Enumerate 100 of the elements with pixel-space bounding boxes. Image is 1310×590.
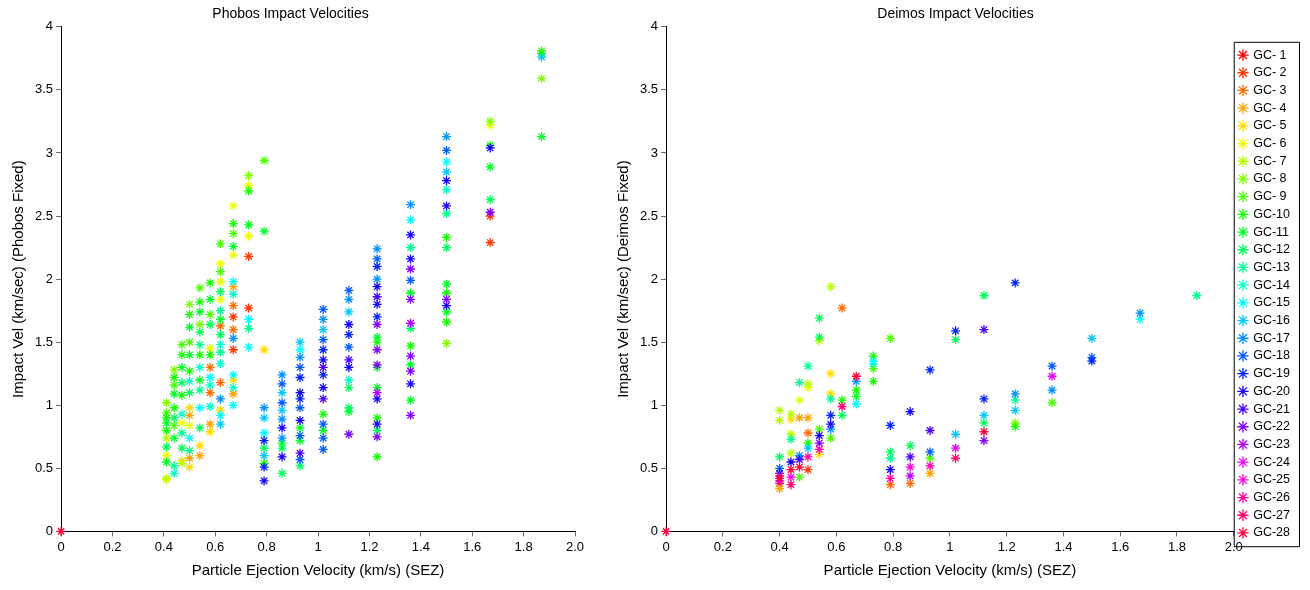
x-tick-label: 0.4: [154, 538, 173, 554]
point: [318, 362, 329, 373]
point: [1046, 371, 1058, 382]
point: [194, 306, 205, 318]
point: [276, 451, 288, 463]
legend-label: GC-23: [1253, 436, 1291, 451]
point: [441, 232, 452, 243]
legend-label: GC-22: [1253, 419, 1291, 434]
point: [836, 302, 848, 314]
point: [825, 368, 836, 379]
point: [794, 454, 805, 465]
point: [851, 391, 862, 402]
point: [794, 377, 805, 388]
point: [228, 289, 239, 300]
y-tick-label: 3: [650, 144, 659, 160]
point: [441, 175, 452, 186]
point: [978, 426, 990, 437]
point: [276, 422, 288, 434]
point: [950, 429, 961, 440]
point: [228, 311, 239, 323]
point: [294, 344, 306, 355]
point: [184, 420, 195, 431]
x-tick-label: 0.8: [884, 538, 903, 554]
point: [343, 362, 355, 373]
legend-label: GC-24: [1253, 454, 1291, 469]
point: [441, 200, 452, 212]
point: [536, 73, 547, 84]
point: [405, 229, 416, 241]
x-tick-label: 2.0: [1224, 538, 1243, 554]
point: [228, 276, 239, 287]
point: [814, 313, 825, 324]
point: [168, 420, 180, 431]
point: [184, 299, 195, 310]
point: [785, 472, 797, 483]
point: [204, 401, 216, 412]
legend-label: GC-25: [1253, 472, 1291, 487]
point: [318, 393, 329, 405]
legend-label: GC-16: [1253, 313, 1291, 327]
point: [1010, 277, 1021, 289]
y-tick-label: 0: [45, 522, 54, 538]
point: [825, 393, 836, 405]
point: [802, 451, 814, 463]
point: [215, 266, 226, 277]
point: [1086, 333, 1097, 344]
point: [814, 449, 825, 460]
legend-label: GC- 1: [1253, 47, 1287, 62]
point: [294, 454, 306, 465]
point: [441, 279, 452, 290]
point: [215, 314, 226, 325]
point: [405, 287, 416, 299]
point: [371, 281, 383, 292]
point: [204, 349, 216, 360]
point: [371, 451, 383, 463]
y-tick-label: 2: [45, 270, 54, 286]
point: [1191, 290, 1202, 301]
point: [318, 324, 329, 335]
point: [176, 390, 187, 401]
point: [441, 294, 452, 305]
point: [318, 354, 329, 365]
point: [184, 432, 195, 444]
point: [441, 145, 452, 156]
x-tick-label: 0.2: [713, 538, 732, 554]
y-tick-label: 4: [45, 18, 54, 34]
legend-label: GC-27: [1253, 507, 1291, 522]
point: [243, 342, 254, 353]
x-tick-label: 1: [314, 538, 322, 554]
chart-title: Phobos Impact Velocities: [212, 5, 369, 22]
point: [194, 402, 205, 413]
point: [405, 199, 416, 210]
legend-label: GC-17: [1253, 330, 1291, 345]
point: [343, 285, 355, 296]
point: [168, 432, 180, 444]
point: [405, 323, 416, 334]
point: [405, 350, 416, 362]
point: [405, 275, 416, 286]
point: [228, 300, 239, 311]
point: [176, 349, 187, 360]
point: [851, 376, 862, 387]
point: [485, 116, 496, 127]
point: [194, 450, 205, 461]
point: [485, 161, 496, 172]
legend-label: GC-15: [1253, 295, 1291, 310]
point: [924, 460, 936, 471]
point: [814, 430, 825, 441]
point: [885, 446, 896, 458]
point: [1010, 395, 1021, 406]
x-axis-title: Particle Ejection Velocity (km/s) (SEZ): [823, 561, 1077, 579]
point: [441, 242, 452, 253]
point: [405, 410, 416, 421]
y-axis-title: Impact Vel (km/sec) (Phobos Fixed): [9, 160, 27, 398]
point: [405, 340, 416, 352]
point: [161, 397, 172, 408]
x-tick-label: 0.8: [257, 538, 276, 554]
x-tick-label: 1.2: [360, 538, 379, 554]
point: [343, 402, 355, 413]
point: [204, 419, 216, 430]
point: [1046, 360, 1058, 372]
point: [343, 342, 355, 353]
point: [215, 358, 226, 369]
point: [371, 243, 383, 254]
